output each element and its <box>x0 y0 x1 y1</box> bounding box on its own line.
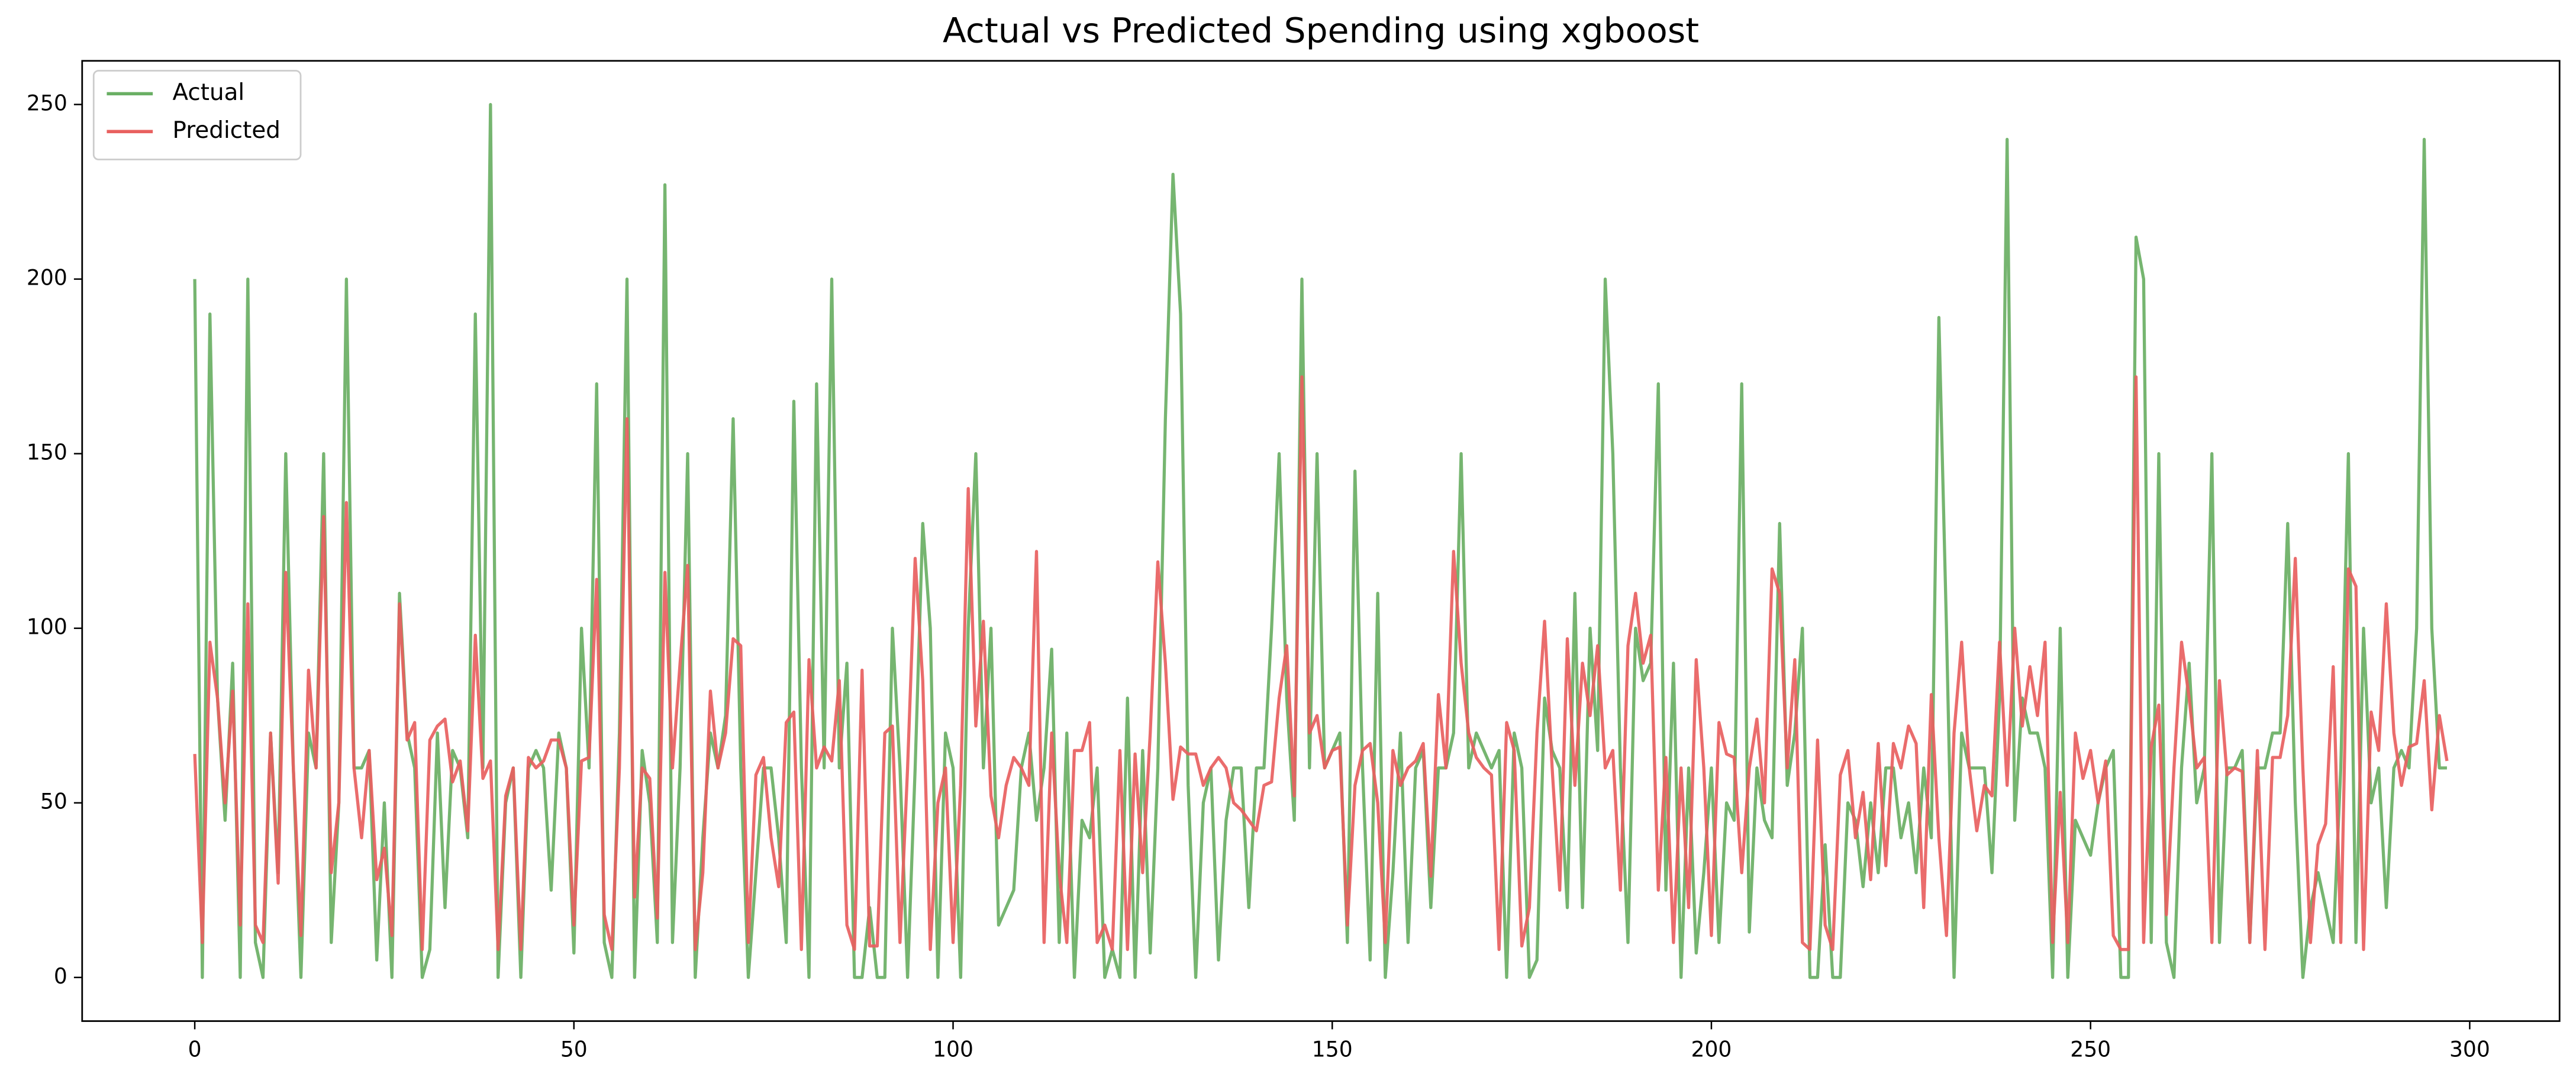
x-tick-label: 50 <box>560 1037 588 1062</box>
legend-label: Predicted <box>172 117 280 144</box>
plot-frame <box>81 60 2561 1022</box>
data-line <box>193 375 2449 952</box>
x-tick-label: 250 <box>2070 1037 2111 1062</box>
legend-label: Actual <box>172 79 244 106</box>
x-tick-label: 300 <box>2449 1037 2490 1062</box>
y-tick-label: 100 <box>27 614 67 640</box>
chart-title: Actual vs Predicted Spending using xgboo… <box>943 11 1699 51</box>
x-tick-label: 150 <box>1312 1037 1353 1062</box>
y-tick-label: 50 <box>40 789 67 814</box>
y-tick-label: 250 <box>27 91 67 116</box>
x-tick-label: 0 <box>188 1037 202 1062</box>
x-tick-label: 200 <box>1691 1037 1732 1062</box>
y-tick-label: 0 <box>54 963 67 989</box>
y-tick-label: 200 <box>27 265 67 291</box>
x-tick-label: 100 <box>933 1037 973 1062</box>
legend: Actual Predicted <box>92 70 302 160</box>
y-tick-label: 150 <box>27 440 67 465</box>
